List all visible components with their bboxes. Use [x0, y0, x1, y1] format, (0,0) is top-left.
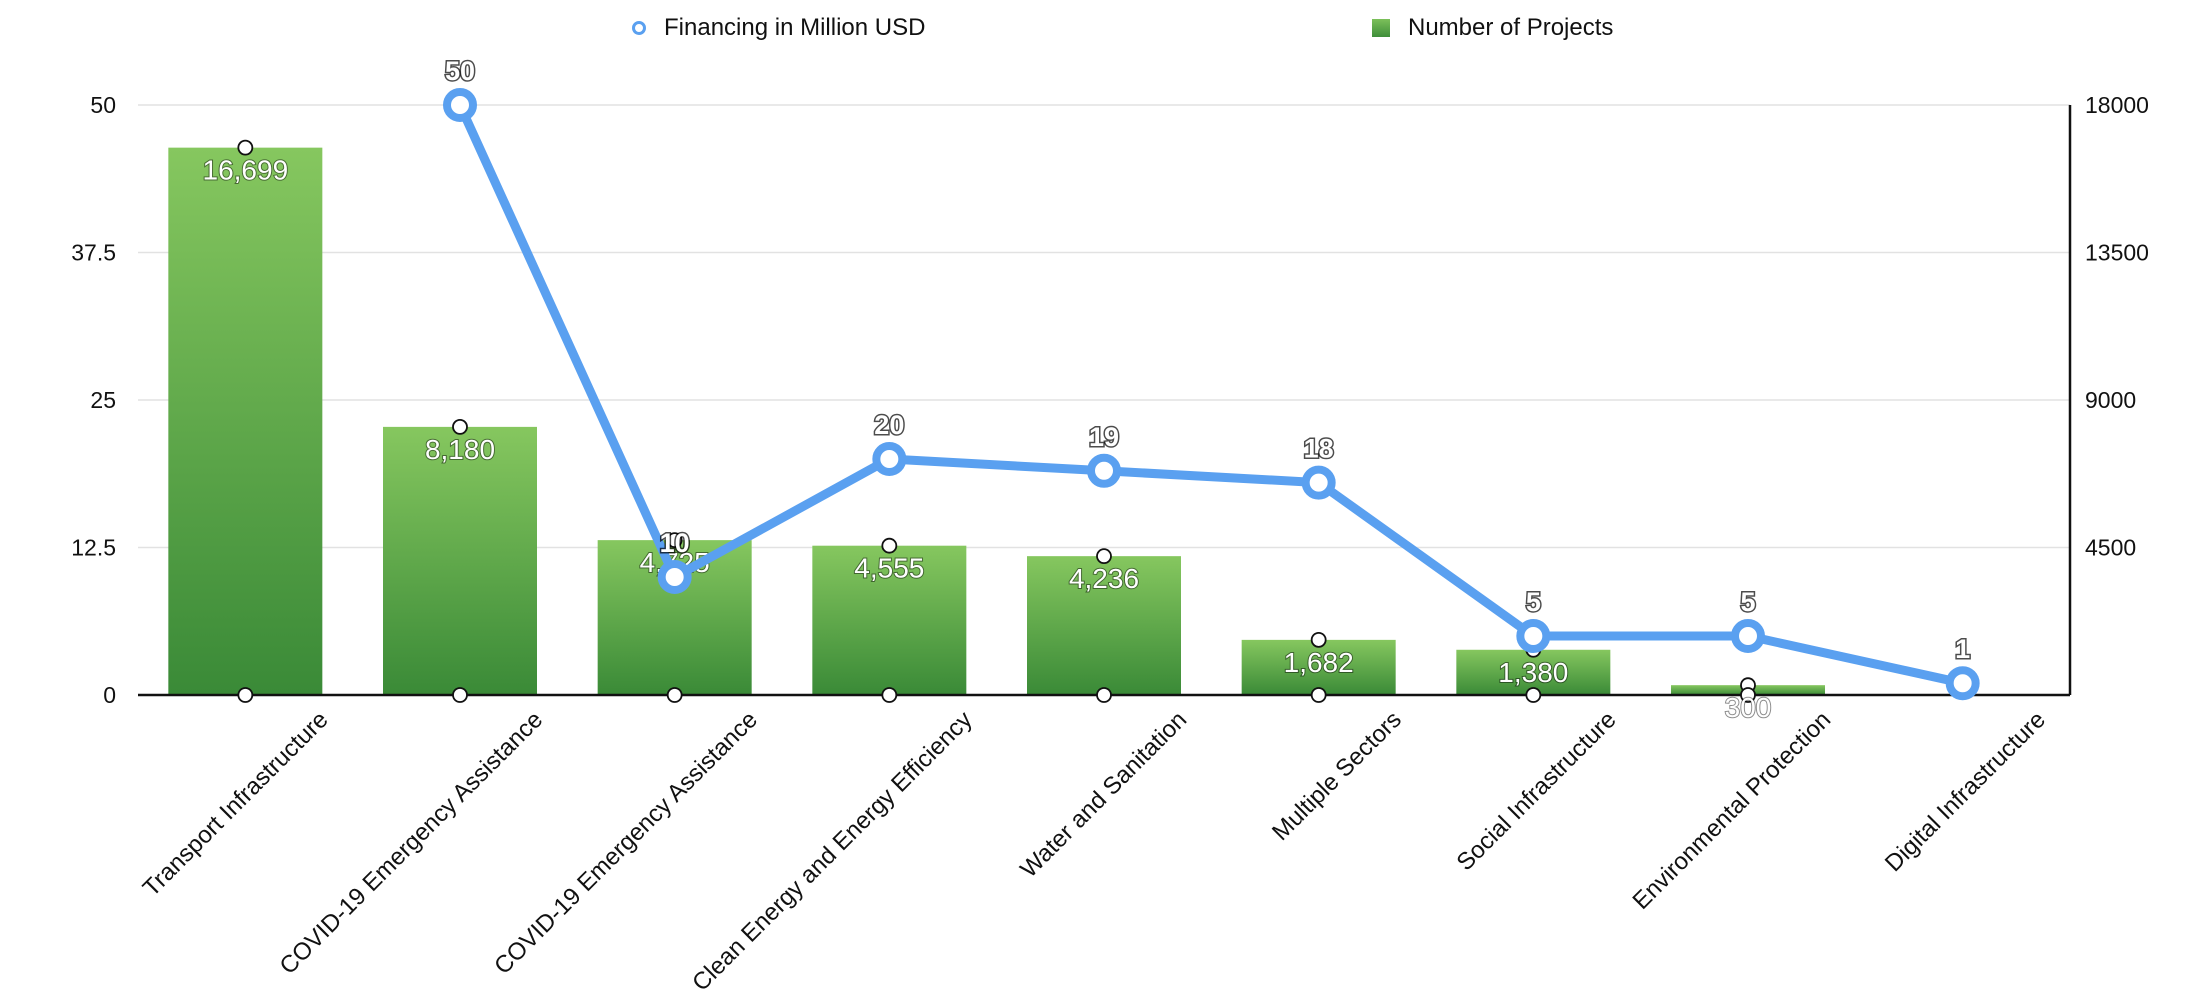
line-value-label: 18: [1304, 434, 1334, 464]
x-category-label: COVID-19 Emergency Assistance: [274, 706, 548, 980]
y-left-tick-label: 50: [90, 92, 116, 118]
bar-top-marker: [666, 532, 683, 549]
y-left-tick-label: 37.5: [71, 240, 116, 266]
line-point: [1516, 619, 1551, 653]
y-right-tick-label: 4500: [2085, 535, 2136, 561]
x-category-label: Water and Sanitation: [1015, 706, 1192, 883]
line-point: [657, 560, 692, 594]
x-category-label: Multiple Sectors: [1267, 706, 1407, 846]
x-category-label: Transport Infrastructure: [138, 706, 334, 902]
legend-bar-marker-icon: [1372, 19, 1390, 37]
line-value-label: 50: [445, 56, 475, 86]
x-category-label: Digital Infrastructure: [1880, 706, 2051, 877]
legend-line-marker-icon: [632, 21, 646, 35]
bar: [812, 545, 967, 695]
bar-top-marker: [881, 537, 898, 554]
bar-base-marker: [1740, 687, 1756, 703]
line-value-label: 5: [1740, 587, 1755, 617]
bar-top-marker: [237, 139, 254, 156]
y-left-tick-label: 0: [103, 682, 116, 708]
bar-value-label: 300: [1725, 692, 1772, 723]
line-point: [1731, 619, 1765, 653]
bar: [168, 147, 323, 695]
line-value-label: 19: [1089, 422, 1119, 452]
line-point: [1945, 666, 1980, 701]
bar: [1027, 556, 1181, 695]
line-value-label: 10: [660, 528, 690, 558]
bar-value-label: 8,180: [425, 434, 495, 465]
line-value-label: 20: [874, 410, 904, 440]
y-right-tick-label: 18000: [2085, 92, 2149, 118]
bar-base-marker: [452, 687, 468, 703]
bar-top-marker: [1310, 631, 1327, 648]
bar-value-label: 1,682: [1284, 647, 1354, 678]
bar-value-label: 4,236: [1069, 563, 1139, 594]
bar-base-marker: [1525, 687, 1542, 703]
line-point: [872, 442, 907, 476]
legend-label-financing: Financing in Million USD: [664, 14, 926, 41]
bar-value-label: 16,699: [203, 155, 289, 186]
line-point: [443, 88, 477, 122]
line-value-label: 1: [1955, 634, 1970, 664]
legend-item-financing: Financing in Million USD: [632, 14, 925, 42]
bar: [383, 426, 537, 695]
legend-label-projects: Number of Projects: [1408, 14, 1614, 41]
bar-top-marker: [452, 418, 468, 435]
y-right-tick-label: 9000: [2085, 387, 2136, 413]
y-right-tick-label: 13500: [2085, 240, 2149, 266]
line-point: [1087, 453, 1121, 488]
y-left-tick-label: 25: [90, 387, 116, 413]
legend-item-projects: Number of Projects: [1372, 14, 1613, 42]
bar-base-marker: [666, 687, 683, 703]
bar-base-marker: [237, 687, 254, 703]
x-category-label: COVID-19 Emergency Assistance: [489, 706, 763, 980]
bar-base-marker: [1096, 687, 1112, 703]
x-category-label: Social Infrastructure: [1452, 706, 1622, 876]
bar: [1241, 639, 1396, 695]
y-left-tick-label: 12.5: [71, 535, 116, 561]
line-point: [1301, 465, 1336, 500]
bar-top-marker: [1096, 548, 1112, 565]
bar-value-label: 4,555: [854, 553, 924, 584]
line-value-label: 5: [1526, 587, 1541, 617]
bar-base-marker: [1310, 687, 1327, 703]
bar-base-marker: [881, 687, 898, 703]
bar-value-label: 1,380: [1498, 657, 1568, 688]
x-category-label: Environmental Protection: [1628, 706, 1837, 915]
line-series-financing: [455, 100, 1968, 688]
